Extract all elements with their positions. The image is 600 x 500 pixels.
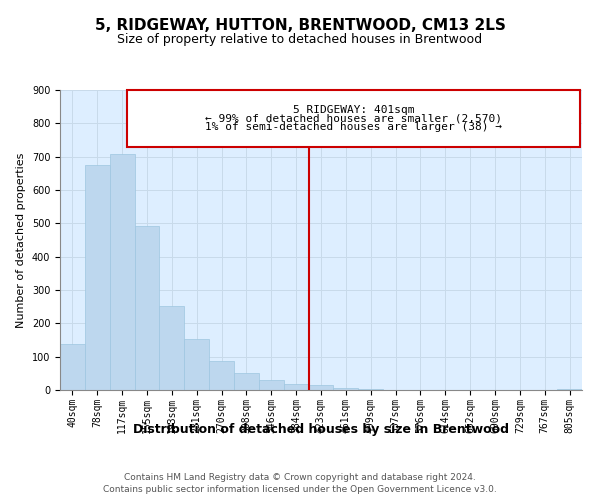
Bar: [184, 340, 209, 390]
Bar: [284, 384, 308, 390]
Text: Contains public sector information licensed under the Open Government Licence v3: Contains public sector information licen…: [103, 485, 497, 494]
Bar: [110, 154, 134, 390]
Text: Size of property relative to detached houses in Brentwood: Size of property relative to detached ho…: [118, 32, 482, 46]
Bar: [234, 374, 259, 390]
Y-axis label: Number of detached properties: Number of detached properties: [16, 152, 26, 328]
Text: Distribution of detached houses by size in Brentwood: Distribution of detached houses by size …: [133, 422, 509, 436]
Text: 5, RIDGEWAY, HUTTON, BRENTWOOD, CM13 2LS: 5, RIDGEWAY, HUTTON, BRENTWOOD, CM13 2LS: [95, 18, 505, 32]
Bar: [160, 306, 184, 390]
Bar: [557, 388, 582, 390]
Bar: [259, 380, 284, 390]
Bar: [308, 385, 334, 390]
Text: 1% of semi-detached houses are larger (38) →: 1% of semi-detached houses are larger (3…: [205, 122, 502, 132]
Text: 5 RIDGEWAY: 401sqm: 5 RIDGEWAY: 401sqm: [293, 105, 414, 115]
Bar: [134, 226, 160, 390]
Bar: [60, 344, 85, 390]
Bar: [334, 388, 358, 390]
Bar: [209, 362, 234, 390]
Bar: [85, 165, 110, 390]
Bar: [358, 388, 383, 390]
Text: ← 99% of detached houses are smaller (2,570): ← 99% of detached houses are smaller (2,…: [205, 114, 502, 124]
Text: Contains HM Land Registry data © Crown copyright and database right 2024.: Contains HM Land Registry data © Crown c…: [124, 472, 476, 482]
FancyBboxPatch shape: [127, 90, 580, 146]
